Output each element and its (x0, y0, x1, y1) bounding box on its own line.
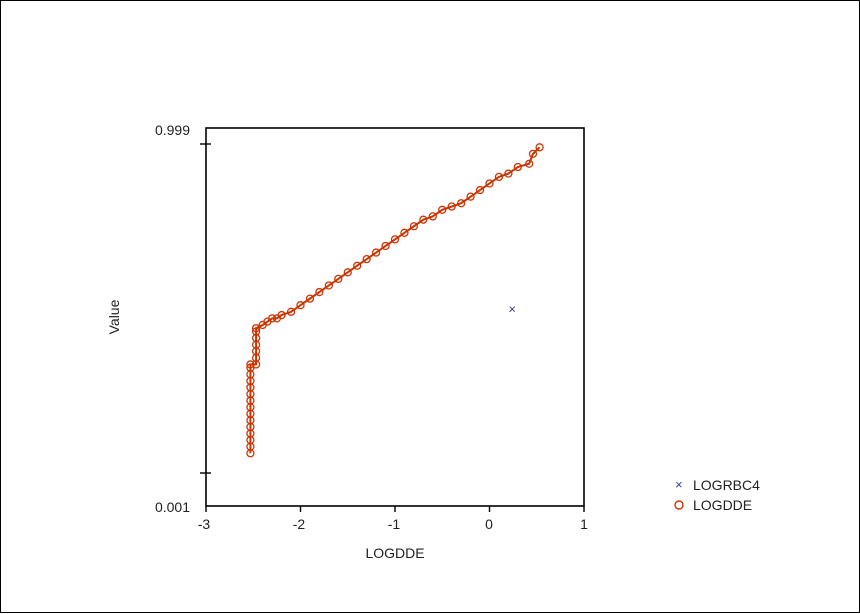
x-tick-label: -1 (388, 516, 401, 532)
x-axis-label: LOGDDE (365, 545, 424, 561)
legend-marker-x-icon: × (675, 477, 683, 492)
data-point-logdde (466, 192, 475, 201)
data-point-logdde (400, 228, 409, 237)
data-point-logdde (390, 235, 400, 244)
y-axis-label: Value (106, 299, 122, 334)
data-point-logdde (286, 307, 296, 316)
legend-marker-circle-icon (674, 500, 684, 510)
data-point-logdde (296, 301, 305, 310)
data-point-logdde (305, 294, 315, 303)
data-point-logdde (251, 327, 261, 336)
data-point-logdde (525, 159, 534, 168)
data-point-logdde (381, 241, 390, 251)
data-point-logdde (494, 172, 504, 182)
data-point-logdde (504, 169, 513, 178)
data-point-logdde (428, 212, 437, 221)
data-point-logdde (267, 314, 277, 323)
data-point-logdde (528, 149, 538, 159)
data-point-logdde (362, 254, 371, 264)
data-point-logdde (438, 205, 447, 214)
data-point-logdde (343, 268, 352, 277)
data-point-logrbc4: × (508, 302, 516, 317)
data-point-logdde (371, 248, 381, 257)
y-tick-label-top: 0.999 (155, 122, 190, 138)
data-point-logdde (334, 274, 343, 284)
plot-area (205, 127, 585, 507)
series-line-logdde (249, 146, 541, 454)
data-layer: × (246, 143, 544, 458)
x-tick-label: 1 (580, 516, 588, 532)
data-point-logdde (277, 310, 286, 320)
legend-label: LOGDDE (693, 497, 752, 513)
data-point-logdde (409, 222, 419, 231)
data-point-logdde (475, 185, 485, 195)
data-point-logdde (535, 143, 544, 152)
x-tick-label: -2 (293, 516, 306, 532)
legend-label: LOGRBC4 (693, 477, 760, 493)
tick-marks (200, 143, 585, 512)
data-point-logdde (419, 215, 428, 224)
y-tick-label-bottom: 0.001 (155, 499, 190, 515)
data-point-logdde (251, 324, 261, 333)
data-point-logdde (315, 287, 324, 297)
legend: × LOGRBC4 LOGDDE (674, 477, 760, 513)
data-point-logdde (447, 202, 456, 211)
data-point-logdde (246, 360, 255, 369)
x-tick-label: -3 (198, 516, 211, 532)
data-point-logdde (324, 281, 334, 290)
data-point-logdde (485, 179, 494, 188)
x-tick-label: 0 (485, 516, 493, 532)
data-point-logdde (456, 199, 466, 208)
data-point-logdde (513, 162, 522, 172)
data-point-logdde (353, 261, 362, 270)
